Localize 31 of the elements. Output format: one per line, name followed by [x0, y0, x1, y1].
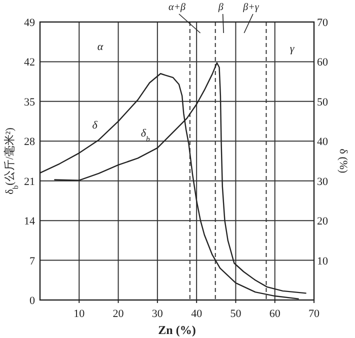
annotation: γ	[290, 43, 295, 55]
x-tick-label: 20	[112, 308, 124, 320]
x-tick-label: 50	[230, 308, 242, 320]
x-axis-title: Zn (%)	[158, 323, 196, 337]
y-tick-label: 28	[24, 136, 36, 148]
y2-tick-label: 70	[317, 17, 328, 29]
x-tick-label: 30	[152, 308, 164, 320]
x-tick-label: 70	[308, 308, 320, 320]
y2-tick-label: 30	[317, 176, 328, 188]
y2-axis-title: δ (%)	[337, 148, 349, 174]
y-tick-label: 7	[30, 255, 36, 268]
y-tick-label: 42	[24, 56, 35, 69]
y2-tick-label: 60	[317, 56, 328, 69]
series-label: δ	[92, 120, 98, 132]
y-tick-label: 21	[24, 176, 35, 188]
y-tick-label: 0	[30, 295, 36, 307]
y-tick-label: 49	[24, 17, 36, 29]
y2-tick-label: 20	[317, 216, 328, 228]
y2-tick-label: 50	[317, 96, 328, 108]
y-tick-label: 35	[24, 96, 36, 108]
series-label: δ$_{b}$	[140, 127, 150, 143]
text: β	[217, 2, 224, 13]
y2-tick-label: 10	[317, 255, 328, 268]
y-tick-label: 14	[24, 216, 36, 228]
text: α+β	[168, 2, 186, 13]
x-tick-label: 40	[191, 308, 203, 320]
annotation: α	[97, 41, 104, 53]
y2-tick-label: 40	[317, 136, 328, 148]
x-tick-label: 60	[269, 308, 281, 320]
x-tick-label: 10	[74, 308, 86, 320]
text: β+γ	[242, 2, 260, 13]
